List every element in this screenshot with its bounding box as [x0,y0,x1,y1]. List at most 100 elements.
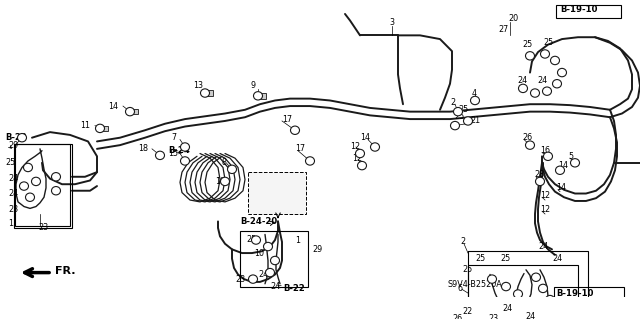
Text: 24: 24 [502,304,512,313]
Text: 25: 25 [5,158,15,167]
Text: 17: 17 [282,115,292,123]
Text: 24: 24 [258,270,268,279]
Text: 28: 28 [534,170,544,179]
Text: 26: 26 [522,133,532,142]
Text: 11: 11 [80,121,90,130]
Circle shape [557,68,566,77]
Circle shape [24,163,33,172]
Text: 21: 21 [470,116,480,125]
Text: 22: 22 [462,307,472,316]
Circle shape [570,159,579,167]
Circle shape [543,152,552,160]
Bar [468,251,588,319]
Circle shape [26,193,35,201]
Text: 24: 24 [537,77,547,85]
Circle shape [531,89,540,97]
Text: 25: 25 [522,40,532,49]
Bar [468,265,578,319]
Text: 23: 23 [8,205,18,214]
Circle shape [541,50,550,58]
Text: 12: 12 [350,142,360,151]
Circle shape [470,96,479,105]
Bar [240,231,308,286]
Circle shape [550,56,559,65]
Circle shape [19,182,29,190]
Circle shape [502,317,511,319]
Text: S9V4-B2520A: S9V4-B2520A [448,280,503,289]
Circle shape [253,92,262,100]
Text: 25: 25 [500,254,510,263]
Circle shape [518,84,527,93]
Text: 18: 18 [138,145,148,153]
Text: 24: 24 [270,282,280,291]
Text: 24: 24 [8,174,18,183]
Bar [100,126,108,131]
Text: 15: 15 [168,149,178,158]
Text: 12: 12 [352,154,362,163]
Text: 1: 1 [295,235,300,245]
Circle shape [31,177,40,186]
Text: 26: 26 [452,314,462,319]
Circle shape [51,173,61,181]
Bar [554,286,624,300]
Text: 25: 25 [462,265,472,274]
Circle shape [545,295,554,304]
Circle shape [371,143,380,151]
Text: 6: 6 [458,284,463,293]
Text: 24: 24 [525,312,535,319]
Text: FR.: FR. [55,266,76,276]
Text: B-24-20: B-24-20 [240,217,277,226]
Bar [258,93,266,99]
Text: 24: 24 [8,189,18,198]
Text: B-19-10: B-19-10 [560,5,598,14]
Circle shape [125,108,134,116]
Circle shape [156,151,164,160]
Circle shape [266,268,275,277]
Circle shape [355,149,365,158]
Text: 19: 19 [215,177,225,186]
Circle shape [525,141,534,149]
Text: 25: 25 [475,254,485,263]
Text: 25: 25 [543,38,553,47]
Text: 1: 1 [8,219,13,228]
Text: 24: 24 [538,242,548,251]
Circle shape [264,242,273,251]
Text: 12: 12 [540,191,550,200]
Text: 14: 14 [556,183,566,192]
Text: 7: 7 [172,133,177,142]
Text: 16: 16 [540,146,550,155]
Circle shape [525,52,534,60]
Circle shape [248,275,257,283]
Text: 25: 25 [458,105,468,114]
Circle shape [271,256,280,265]
Bar [130,109,138,115]
Text: 23: 23 [38,223,48,233]
Text: 23: 23 [235,275,245,284]
Text: 20: 20 [508,14,518,23]
Text: 4: 4 [472,89,477,98]
Text: 2: 2 [460,237,465,246]
Text: B-19-10: B-19-10 [556,289,593,298]
Circle shape [552,79,561,88]
Text: 24: 24 [552,254,562,263]
Bar [205,90,213,96]
Bar [15,144,70,226]
Circle shape [463,117,472,125]
Circle shape [95,124,104,133]
Circle shape [17,134,26,142]
Circle shape [488,275,497,283]
Bar [14,144,72,228]
Text: 3: 3 [390,18,394,27]
Text: 29: 29 [8,141,19,150]
Circle shape [305,157,314,165]
Text: 24: 24 [517,77,527,85]
Text: 27: 27 [498,25,508,34]
Text: 13: 13 [193,81,203,90]
Text: 14: 14 [108,101,118,111]
Text: 25: 25 [455,112,465,121]
Text: 25: 25 [246,234,256,244]
Circle shape [531,273,541,281]
Text: 10: 10 [254,249,264,257]
Text: 29: 29 [312,245,323,254]
Circle shape [51,187,61,195]
